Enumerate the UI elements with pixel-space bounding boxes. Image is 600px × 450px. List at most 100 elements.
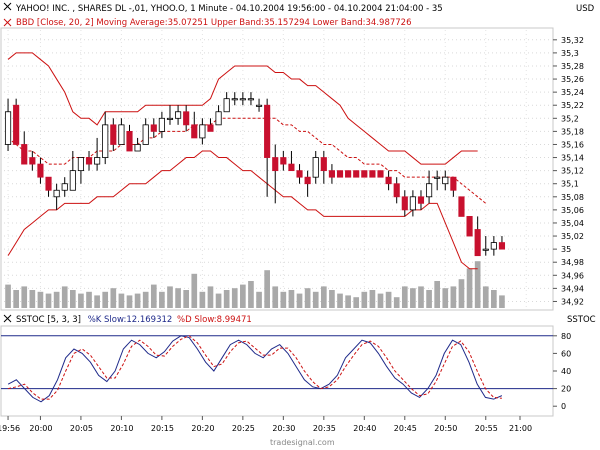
candle-body-up xyxy=(482,248,489,251)
volume-bar xyxy=(458,279,465,308)
candle-body-down xyxy=(353,170,360,178)
price-tick-label: 35,1 xyxy=(561,180,579,189)
candle-body-down xyxy=(183,111,190,126)
candle xyxy=(450,176,457,197)
volume-bar xyxy=(312,291,319,308)
candle-body-down xyxy=(328,170,335,178)
candle xyxy=(474,216,481,257)
volume-bar xyxy=(102,291,109,308)
candle xyxy=(361,170,368,178)
stoch-legend-prefix: SSTOC [5, 3, 3] xyxy=(16,315,81,325)
volume-bar xyxy=(256,291,262,308)
price-tick-label: 35,04 xyxy=(561,219,584,228)
stoch-legend-icon xyxy=(3,314,12,323)
volume-bar xyxy=(288,290,295,308)
candle xyxy=(272,144,279,204)
price-tick-label: 34,92 xyxy=(561,297,584,306)
volume-bar xyxy=(401,286,408,308)
price-panel-frame xyxy=(0,27,554,311)
volume-bar xyxy=(434,281,441,308)
price-tick-label: 35 xyxy=(561,245,571,254)
price-tick-label: 35,02 xyxy=(561,232,584,241)
candle xyxy=(336,170,344,178)
candle-body-up xyxy=(223,98,230,113)
candle xyxy=(118,118,125,145)
volume-bar xyxy=(167,286,173,308)
volume-bar xyxy=(280,291,287,308)
candle xyxy=(345,170,352,178)
candle xyxy=(61,177,68,197)
candle xyxy=(207,118,214,132)
candle-body-up xyxy=(175,111,182,119)
candle-body-up xyxy=(434,176,441,179)
candle xyxy=(385,170,392,191)
x-icon xyxy=(3,2,12,11)
volume-bar xyxy=(13,290,19,308)
candle xyxy=(296,164,303,184)
candle xyxy=(142,118,149,145)
stoch-tick-label: 80 xyxy=(561,332,571,341)
candle-body-up xyxy=(247,98,255,101)
price-tick-label: 35,18 xyxy=(561,127,584,136)
candle-body-down xyxy=(150,124,157,132)
price-tick-label: 35,22 xyxy=(561,101,584,110)
candle-body-up xyxy=(53,189,60,198)
stoch-d-line xyxy=(8,335,502,400)
price-tick-label: 35,08 xyxy=(561,193,584,202)
candle xyxy=(199,118,206,145)
candle xyxy=(417,190,425,210)
candle-body-up xyxy=(166,117,174,120)
volume-bar xyxy=(110,288,117,308)
candle-body-up xyxy=(442,176,449,185)
candle-body-down xyxy=(207,124,214,132)
volume-bar xyxy=(345,295,351,308)
price-tick-label: 35,28 xyxy=(561,62,584,71)
candle xyxy=(45,176,52,197)
price-tick-label: 34,96 xyxy=(561,271,584,280)
candle-body-down xyxy=(466,216,473,237)
time-tick-label: 20:15 xyxy=(151,424,174,433)
time-tick-label: 20:35 xyxy=(313,424,336,433)
candle xyxy=(29,151,36,171)
candle xyxy=(353,170,360,178)
candle-body-down xyxy=(369,170,376,178)
volume-bar xyxy=(337,293,343,308)
candle xyxy=(134,137,141,152)
time-tick-label: 20:05 xyxy=(70,424,93,433)
price-tick-label: 35,12 xyxy=(561,167,584,176)
stoch-tick-label: 20 xyxy=(561,385,571,394)
volume-bar xyxy=(45,293,52,308)
volume-bar xyxy=(410,288,416,308)
stoch-tick-label: 40 xyxy=(561,367,571,376)
volume-bar xyxy=(329,290,335,308)
currency-label: USD xyxy=(576,4,595,14)
bb-legend: BBD [Close, 20, 2] Moving Average:35.072… xyxy=(16,18,411,28)
candle-body-up xyxy=(61,183,68,191)
candle-body-down xyxy=(272,157,279,172)
candle-body-down xyxy=(296,170,303,178)
stoch-legend: SSTOC [5, 3, 3] %K Slow:12.169312 %D Slo… xyxy=(16,315,252,325)
candle xyxy=(328,164,335,184)
volume-bar xyxy=(426,290,432,308)
candle-body-up xyxy=(69,170,76,191)
candle xyxy=(94,137,101,171)
volume-bar xyxy=(118,293,125,308)
time-tick-label: 20:00 xyxy=(29,424,52,433)
candle xyxy=(320,151,327,184)
volume-bars xyxy=(5,261,505,308)
volume-bar xyxy=(207,286,214,308)
candle xyxy=(215,105,222,126)
upper-band xyxy=(7,52,478,165)
candle xyxy=(369,170,376,178)
price-tick-label: 34,98 xyxy=(561,258,584,267)
candle-body-up xyxy=(102,124,109,158)
volume-bar xyxy=(37,291,44,308)
candle-body-down xyxy=(288,163,295,172)
stoch-axis-label: SSTOC xyxy=(567,315,596,325)
price-tick-label: 34,94 xyxy=(561,284,584,293)
candle xyxy=(166,105,174,125)
candle-body-down xyxy=(29,157,36,165)
candle xyxy=(85,151,93,171)
candle xyxy=(110,118,117,152)
